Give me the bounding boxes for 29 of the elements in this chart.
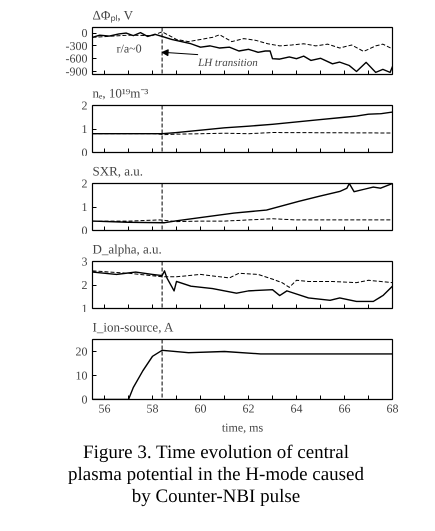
x-tick-label: 68	[386, 402, 398, 416]
chart-title: SXR, a.u.	[92, 164, 144, 178]
y-tick-label: -600	[66, 52, 88, 66]
annotation: LH transition	[197, 56, 258, 69]
y-tick-label: 0	[82, 392, 88, 406]
x-tick-label: 64	[290, 402, 302, 416]
y-tick-label: 2	[82, 98, 88, 112]
y-tick-label: 2	[82, 176, 88, 190]
y-tick-label: 10	[76, 368, 88, 382]
y-tick-label: 20	[76, 344, 88, 358]
y-tick-label: 1	[82, 200, 88, 214]
y-tick-label: 1	[82, 122, 88, 136]
y-tick-label: 3	[82, 254, 88, 268]
chart-title: I_ion-source, A	[92, 320, 174, 334]
x-tick-label: 60	[194, 402, 206, 416]
x-tick-label: 66	[338, 402, 350, 416]
y-tick-label: 0	[82, 26, 88, 40]
y-tick-label: -900	[66, 64, 88, 79]
x-tick-label: 58	[146, 402, 158, 416]
caption: Figure 3. Time evolution of central plasma potential in the H-mode caused by Counter-NBI pulse	[67, 442, 365, 508]
chart-title: ΔΦₚₗ, V	[92, 8, 134, 24]
y-tick-label: 2	[82, 278, 88, 292]
x-axis-title: time, ms	[222, 420, 264, 434]
y-tick-label: -300	[66, 38, 88, 53]
annotation: r/a~0	[116, 42, 142, 56]
chart-title: D_alpha, a.u.	[92, 242, 162, 256]
chart-title: nₑ, 10¹⁹m⁻³	[92, 86, 148, 100]
x-tick-label: 62	[242, 402, 254, 416]
x-tick-label: 56	[98, 402, 110, 416]
